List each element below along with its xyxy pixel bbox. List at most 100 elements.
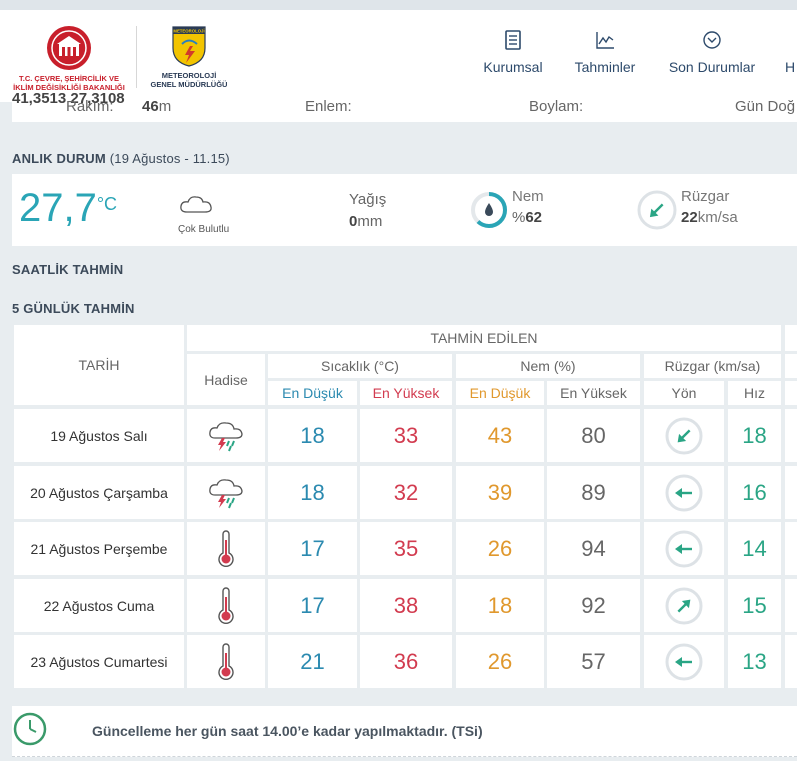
forecast-temp-max: 36 — [360, 635, 452, 688]
chart-icon — [596, 32, 614, 49]
wind-direction-icon — [665, 474, 703, 511]
now-subtitle: (19 Ağustos - 11.15) — [109, 151, 230, 166]
thunderstorm-icon — [209, 421, 243, 451]
mgm-logo-text-line1: METEOROLOJİ — [161, 71, 217, 80]
forecast-temp-min: 18 — [268, 466, 357, 519]
mgm-badge-text: METEOROLOJİ — [173, 29, 204, 34]
forecast-wind-speed: 18 — [728, 409, 781, 462]
station-info-bar: Rakım: 46m Enlem: 41,3513 Boylam: 27,310… — [12, 90, 797, 122]
mgm-shield-icon: METEOROLOJİ — [172, 26, 206, 67]
forecast-row-filler — [785, 579, 797, 632]
nav-truncated-label: H — [785, 59, 796, 75]
forecast-row-filler — [785, 466, 797, 519]
forecast-humidity-max: 89 — [547, 466, 640, 519]
wind-direction-icon — [637, 190, 677, 230]
header-wind-dir: Yön — [644, 381, 724, 405]
now-card: 27,7°C Çok Bulutlu Yağış 0mm Nem %62 Rüz… — [12, 174, 797, 246]
temperature-unit: °C — [96, 194, 118, 214]
forecast-wind-direction — [644, 579, 724, 632]
forecast-date: 19 Ağustos Salı — [14, 409, 184, 462]
nav-tahminler[interactable]: Tahminler — [571, 30, 639, 90]
header-filler-2 — [785, 354, 797, 378]
wind-direction-icon — [665, 587, 703, 624]
now-section-title: ANLIK DURUM (19 Ağustos - 11.15) — [12, 151, 230, 166]
header-filler — [785, 325, 797, 351]
enlem-label: Enlem: — [305, 98, 352, 115]
clock-icon — [13, 712, 47, 746]
rakim-label: Rakım: — [66, 98, 114, 115]
condition-label: Çok Bulutlu — [178, 224, 230, 235]
nav-tahminler-label: Tahminler — [574, 59, 636, 75]
forecast-humidity-min: 26 — [456, 635, 544, 688]
forecast-humidity-min: 43 — [456, 409, 544, 462]
header-nem: Nem (%) — [456, 354, 640, 378]
header-tarih: TARİH — [14, 325, 184, 405]
header-hum-min: En Düşük — [456, 381, 544, 405]
forecast-weather-cell — [187, 466, 265, 519]
footer-note: Güncelleme her gün saat 14.00’e kadar ya… — [12, 706, 797, 757]
forecast-weather-cell — [187, 635, 265, 688]
ministry-emblem-icon — [47, 26, 91, 70]
forecast-humidity-max: 80 — [547, 409, 640, 462]
thermometer-icon — [218, 529, 234, 567]
chevron-circle-icon — [703, 31, 721, 49]
wind-direction-icon — [665, 530, 703, 567]
forecast-date: 22 Ağustos Cuma — [14, 579, 184, 632]
humidity-ring-icon — [471, 192, 507, 228]
top-strip — [0, 0, 797, 10]
gun-dogumu-label: Gün Doğ — [735, 98, 796, 115]
forecast-wind-speed: 16 — [728, 466, 781, 519]
footer-text: Güncelleme her gün saat 14.00’e kadar ya… — [92, 723, 483, 739]
forecast-humidity-max: 94 — [547, 522, 640, 575]
enlem-value: 41,3513 — [12, 90, 67, 107]
forecast-temp-max: 32 — [360, 466, 452, 519]
thunderstorm-icon — [209, 478, 243, 508]
thermometer-icon — [218, 642, 234, 680]
logo-divider — [136, 26, 137, 88]
wind-direction-icon — [665, 417, 703, 454]
header-wind-speed: Hız — [728, 381, 781, 405]
nav-kurumsal[interactable]: Kurumsal — [481, 30, 545, 90]
thermometer-icon — [218, 586, 234, 624]
forecast-temp-min: 21 — [268, 635, 357, 688]
forecast-wind-direction — [644, 409, 724, 462]
cloud-icon — [180, 196, 212, 213]
forecast-row-filler — [785, 522, 797, 575]
forecast-temp-max: 33 — [360, 409, 452, 462]
forecast-humidity-min: 39 — [456, 466, 544, 519]
current-temperature: 27,7°C — [19, 186, 118, 230]
header-hum-max: En Yüksek — [547, 381, 640, 405]
humidity-value: %62 — [512, 209, 543, 226]
forecast-humidity-min: 18 — [456, 579, 544, 632]
header-hadise: Hadise — [187, 354, 265, 405]
header-temp-min: En Düşük — [268, 381, 357, 405]
forecast-wind-speed: 13 — [728, 635, 781, 688]
forecast-wind-speed: 14 — [728, 522, 781, 575]
nav-truncated[interactable]: H — [785, 30, 797, 90]
mgm-logo[interactable]: METEOROLOJİ METEOROLOJİ GENEL MÜDÜRLÜĞÜ — [146, 24, 232, 94]
wind-direction-icon — [665, 643, 703, 680]
forecast-wind-direction — [644, 635, 724, 688]
nav-son-durumlar[interactable]: Son Durumlar — [666, 30, 758, 90]
document-icon — [505, 30, 521, 50]
boylam-label: Boylam: — [529, 98, 584, 115]
nav-kurumsal-label: Kurumsal — [483, 59, 543, 75]
forecast-title: 5 GÜNLÜK TAHMİN — [12, 301, 135, 316]
ministry-logo-text: T.C. ÇEVRE, ŞEHİRCİLİK VE İKLİM DEĞİŞİKL… — [13, 74, 125, 92]
forecast-temp-min: 17 — [268, 579, 357, 632]
forecast-temp-min: 17 — [268, 522, 357, 575]
humidity-label: Nem — [512, 188, 544, 205]
forecast-date: 21 Ağustos Perşembe — [14, 522, 184, 575]
forecast-temp-min: 18 — [268, 409, 357, 462]
forecast-weather-cell — [187, 522, 265, 575]
boylam-value: 27,3108 — [70, 90, 125, 107]
rain-label: Yağış — [349, 191, 387, 208]
forecast-temp-max: 38 — [360, 579, 452, 632]
forecast-temp-max: 35 — [360, 522, 452, 575]
hourly-title[interactable]: SAATLİK TAHMİN — [12, 262, 124, 277]
rain-value: 0mm — [349, 213, 383, 230]
forecast-weather-cell — [187, 409, 265, 462]
ministry-logo[interactable]: T.C. ÇEVRE, ŞEHİRCİLİK VE İKLİM DEĞİŞİKL… — [10, 24, 128, 94]
wind-value: 22km/sa — [681, 209, 738, 226]
wind-label: Rüzgar — [681, 188, 730, 205]
